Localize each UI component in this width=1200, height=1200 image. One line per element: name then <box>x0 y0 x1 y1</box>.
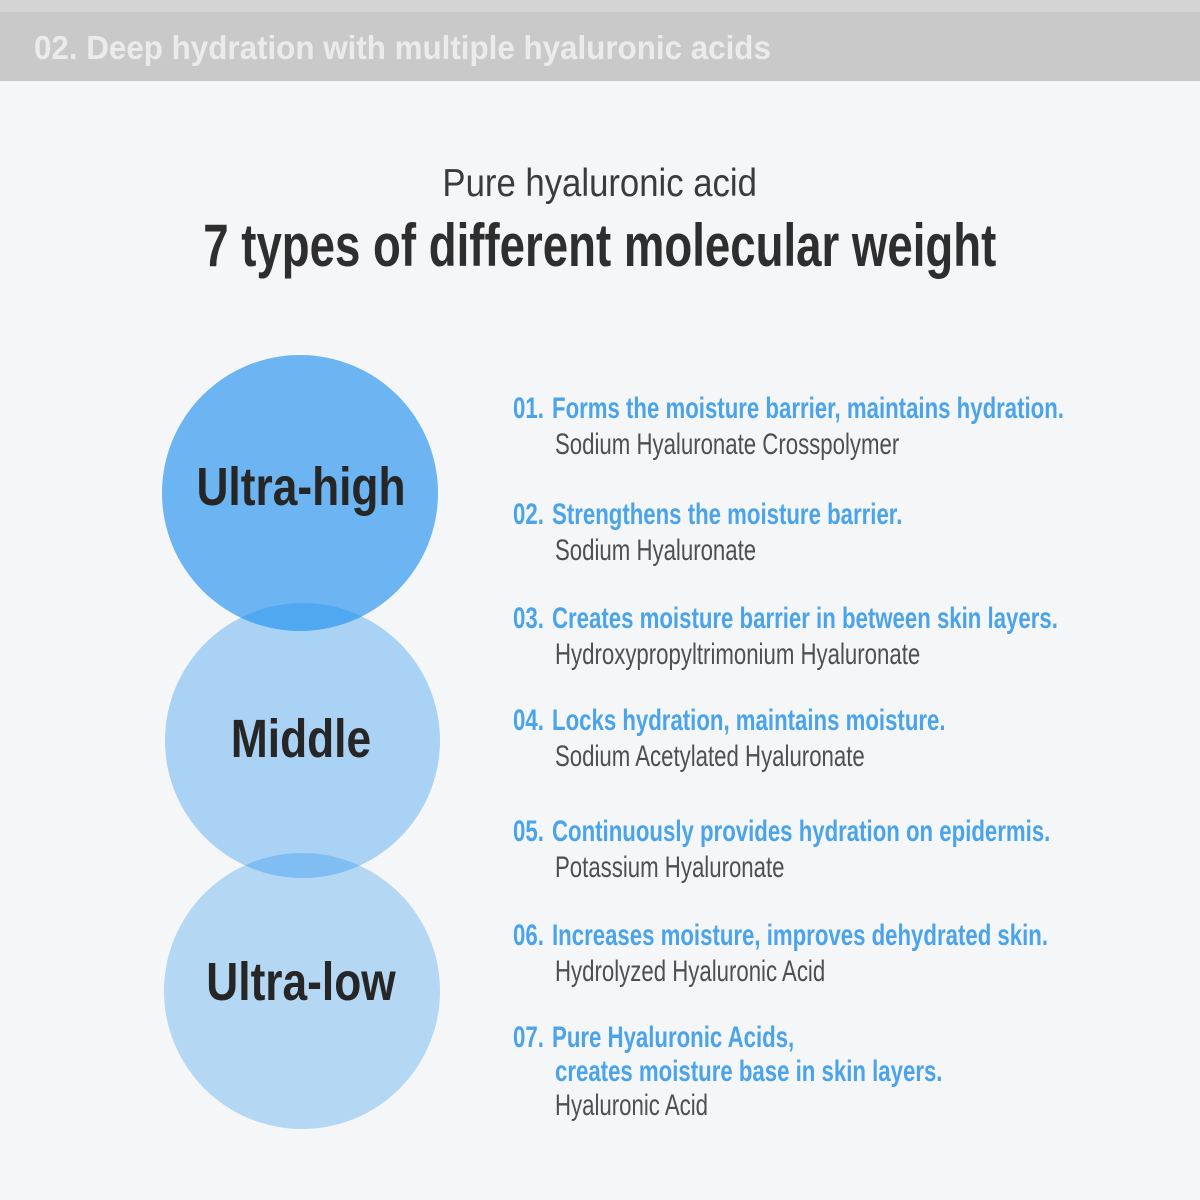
item-number: 04. <box>513 704 544 737</box>
item-heading-line: 04. Locks hydration, maintains moisture. <box>513 703 946 739</box>
page-title-text: 7 types of different molecular weight <box>203 212 997 279</box>
item-heading-line2: creates moisture base in skin layers. <box>555 1055 943 1088</box>
item-heading: Continuously provides hydration on epide… <box>552 815 1051 848</box>
item-number: 03. <box>513 602 544 635</box>
item-heading-line: 07. Pure Hyaluronic Acids, <box>513 1021 932 1055</box>
item-heading: Increases moisture, improves dehydrated … <box>552 919 1049 952</box>
item-number: 07. <box>513 1021 544 1054</box>
item-ingredient: Sodium Hyaluronate <box>555 534 757 567</box>
item-ingredient: Hydrolyzed Hyaluronic Acid <box>555 955 826 988</box>
item-heading-line: 03. Creates moisture barrier in between s… <box>513 601 1058 637</box>
item-heading: Locks hydration, maintains moisture. <box>552 704 946 737</box>
subtitle: Pure hyaluronic acid <box>0 162 1200 206</box>
label-ultra-low: Ultra-low <box>206 952 396 1012</box>
list-item: 07. Pure Hyaluronic Acids, creates moistu… <box>513 1021 1079 1123</box>
section-header-bar: 02. Deep hydration with multiple hyaluro… <box>0 12 1200 81</box>
item-number: 05. <box>513 815 544 848</box>
list-item: 02. Strengthens the moisture barrier. Sod… <box>513 497 1039 569</box>
item-heading-line: 01. Forms the moisture barrier, maintains… <box>513 391 1064 427</box>
item-ingredient: Potassium Hyaluronate <box>555 851 785 884</box>
item-heading: Strengthens the moisture barrier. <box>552 498 903 531</box>
list-item: 03. Creates moisture barrier in between s… <box>513 601 1200 673</box>
item-heading: Pure Hyaluronic Acids, <box>552 1021 795 1054</box>
item-heading: Forms the moisture barrier, maintains hy… <box>552 392 1064 425</box>
circle-middle <box>165 603 440 878</box>
item-number: 01. <box>513 392 544 425</box>
item-heading-line: 05. Continuously provides hydration on ep… <box>513 814 1050 850</box>
page-title: 7 types of different molecular weight <box>0 213 1200 279</box>
label-ultra-high: Ultra-high <box>196 457 406 517</box>
list-item: 05. Continuously provides hydration on ep… <box>513 814 1200 886</box>
item-heading-line: 06. Increases moisture, improves dehydrat… <box>513 918 1048 954</box>
item-number: 02. <box>513 498 544 531</box>
list-item: 06. Increases moisture, improves dehydrat… <box>513 918 1200 990</box>
item-ingredient: Sodium Hyaluronate Crosspolymer <box>555 428 900 461</box>
item-heading-line: 02. Strengthens the moisture barrier. <box>513 497 902 533</box>
circle-ultra-low <box>164 853 440 1129</box>
item-ingredient: Hyaluronic Acid <box>555 1089 709 1122</box>
list-item: 04. Locks hydration, maintains moisture. … <box>513 703 1098 775</box>
item-number: 06. <box>513 919 544 952</box>
subtitle-text: Pure hyaluronic acid <box>442 162 758 205</box>
list-item: 01. Forms the moisture barrier, maintains… <box>513 391 1200 463</box>
item-ingredient: Sodium Acetylated Hyaluronate <box>555 740 865 773</box>
label-middle: Middle <box>230 709 372 769</box>
circle-ultra-high <box>162 355 438 631</box>
item-heading: Creates moisture barrier in between skin… <box>552 602 1058 635</box>
item-ingredient: Hydroxypropyltrimonium Hyaluronate <box>555 638 921 671</box>
top-strip <box>0 0 1200 12</box>
section-header-title: 02. Deep hydration with multiple hyaluro… <box>34 29 771 66</box>
